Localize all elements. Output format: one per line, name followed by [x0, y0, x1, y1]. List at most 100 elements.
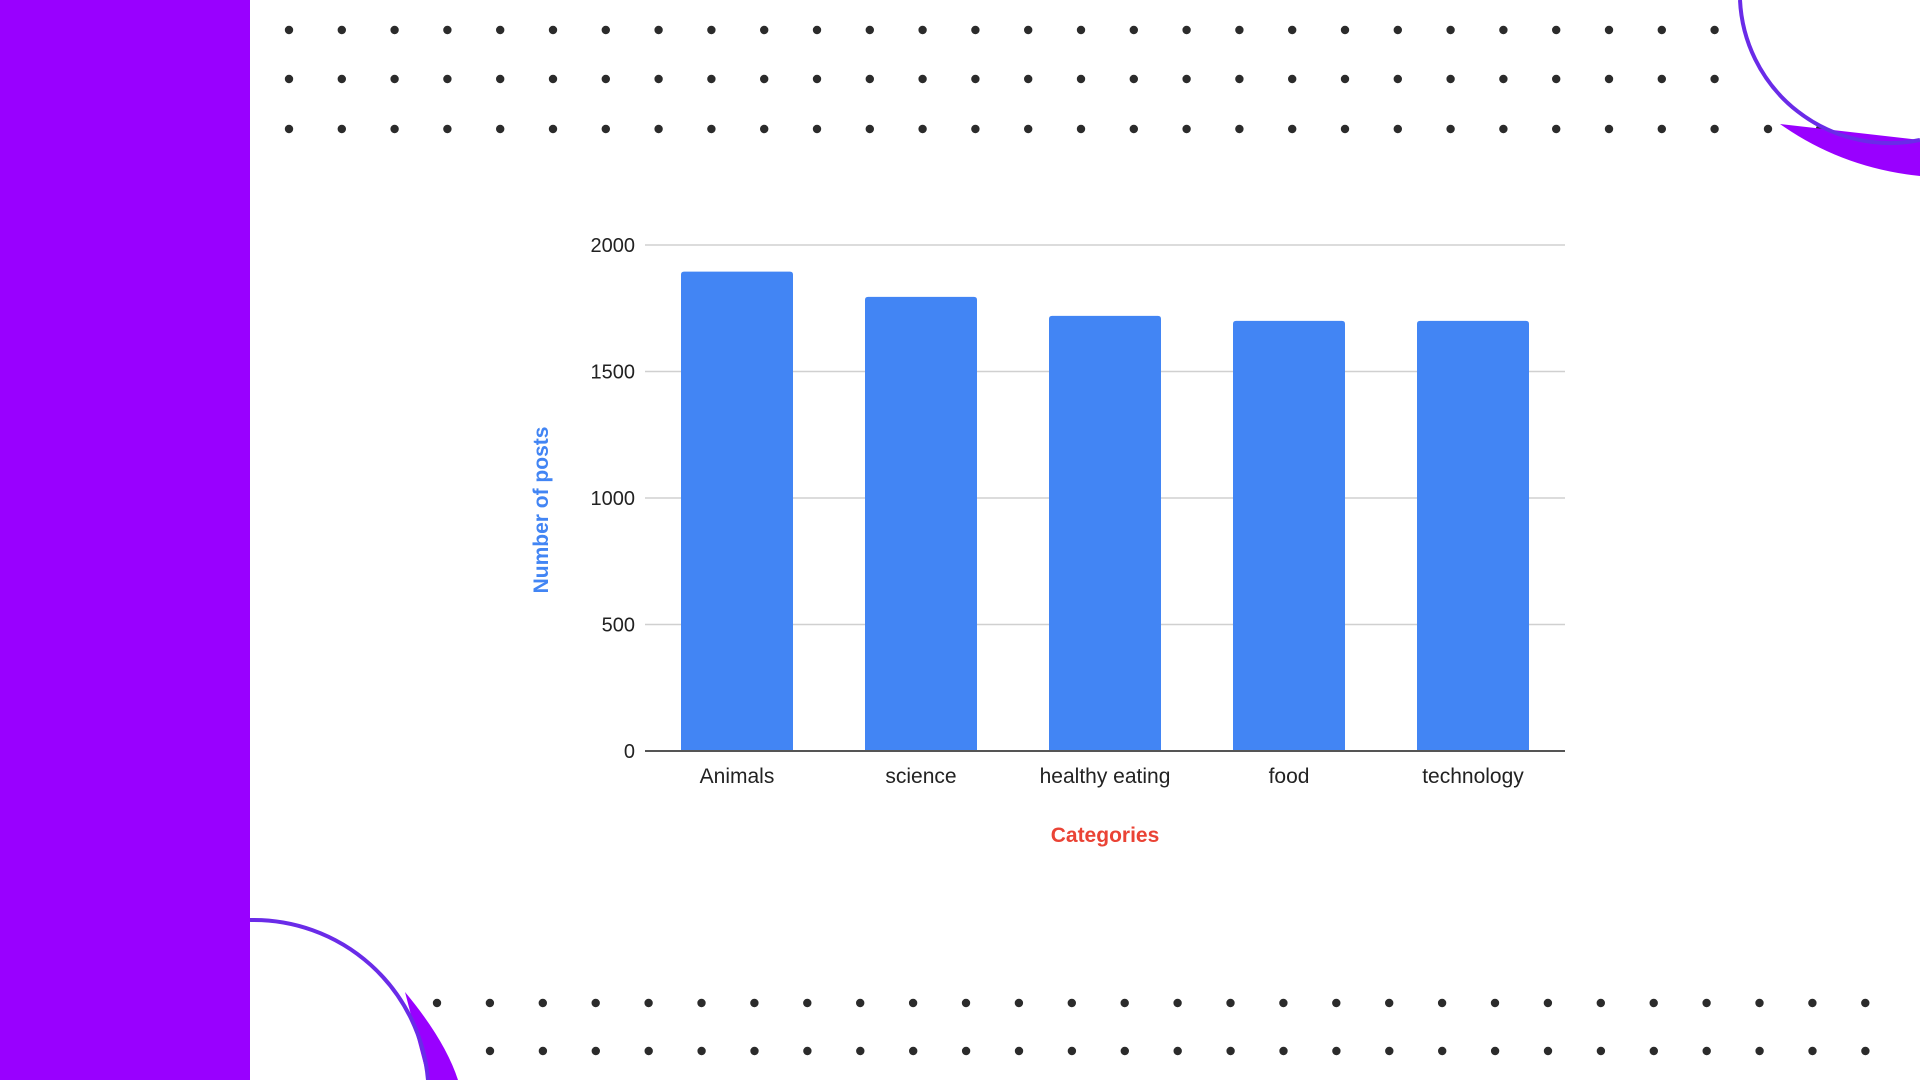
decor-dot [1014, 1046, 1024, 1056]
decor-dot [443, 25, 452, 35]
decor-dot [1710, 25, 1719, 35]
decor-dot [654, 124, 663, 134]
y-tick-label: 1500 [591, 362, 636, 384]
decor-dot [654, 74, 663, 84]
decor-dot [1288, 124, 1297, 134]
decor-dot [803, 1046, 812, 1056]
decor-dot [1861, 1046, 1870, 1056]
decor-dot [1385, 1046, 1394, 1056]
decor-dot [760, 74, 769, 84]
decor-dot [1288, 25, 1297, 35]
x-tick-labels: Animals science healthy eating food technolo… [700, 765, 1525, 788]
decor-dot [1763, 124, 1773, 134]
y-tick-label: 1000 [591, 488, 636, 510]
decor-dot [443, 124, 452, 134]
decor-dot [337, 124, 346, 134]
decor-dot [1657, 25, 1667, 35]
decor-dot [1120, 1046, 1130, 1056]
decor-dot [1710, 74, 1719, 84]
decor-dot [496, 74, 505, 84]
decor-dot [1235, 124, 1244, 134]
decor-dot [1173, 1046, 1182, 1056]
decor-dot [538, 998, 547, 1008]
decor-dot [1437, 998, 1447, 1008]
decor-dot [697, 998, 706, 1008]
decor-dot [1014, 998, 1024, 1008]
bar [681, 271, 793, 751]
decor-dot [865, 74, 874, 84]
decor-dot [971, 74, 980, 84]
decor-dot [1129, 124, 1139, 134]
decor-dot [918, 25, 927, 35]
bars [681, 271, 1529, 751]
decor-dot [707, 74, 716, 84]
decor-dot [1076, 124, 1086, 134]
decor-dot [1332, 998, 1341, 1008]
decor-dot [1543, 998, 1553, 1008]
decor-dot [1067, 1046, 1077, 1056]
decor-dot [1657, 124, 1667, 134]
decor-dot [1182, 124, 1191, 134]
decor-dot [1288, 74, 1297, 84]
decor-dot [971, 124, 980, 134]
decor-dot [644, 1046, 653, 1056]
decor-dot [1340, 25, 1350, 35]
dot-pattern-bottom [432, 998, 1870, 1056]
decor-dot [1226, 998, 1235, 1008]
decor-dot [909, 1046, 918, 1056]
decor-dot [601, 74, 610, 84]
decor-dot [284, 124, 294, 134]
decor-dot [1067, 998, 1077, 1008]
decor-dot [1332, 1046, 1341, 1056]
decor-dot [803, 998, 812, 1008]
decor-dot [971, 25, 980, 35]
decor-dot [1596, 998, 1606, 1008]
decor-dot [1755, 998, 1764, 1008]
decor-dot [1235, 25, 1244, 35]
decor-dot [865, 25, 874, 35]
decor-dot [548, 74, 558, 84]
decor-dot [1279, 998, 1288, 1008]
decor-dot [750, 998, 759, 1008]
decor-dot [760, 25, 769, 35]
decor-dot [707, 25, 716, 35]
decor-dot [1393, 74, 1403, 84]
decor-dot [1657, 74, 1667, 84]
decor-dot [1499, 124, 1508, 134]
decor-dot [390, 74, 399, 84]
corner-circle-top-right [1738, 0, 1920, 146]
y-tick-label: 0 [624, 741, 635, 763]
decor-dot [856, 998, 865, 1008]
decor-dot [538, 1046, 548, 1056]
x-tick-label: food [1269, 765, 1310, 788]
decor-dot [1438, 1046, 1447, 1056]
decor-dot [1755, 1046, 1764, 1056]
decor-dot [1552, 124, 1561, 134]
decor-dot [1226, 1046, 1235, 1056]
decor-dot [485, 998, 495, 1008]
decor-dot [1173, 998, 1182, 1008]
decor-dot [485, 1046, 495, 1056]
decor-dot [1076, 74, 1086, 84]
decor-dot [1129, 74, 1139, 84]
decor-dot [548, 124, 558, 134]
decor-dot [918, 74, 927, 84]
decor-dot [1393, 25, 1403, 35]
decor-dot [908, 998, 918, 1008]
decor-dot [1552, 25, 1561, 35]
y-tick-labels: 0 500 1000 1500 2000 [591, 235, 636, 763]
decor-dot [812, 74, 822, 84]
decor-dot [697, 1046, 706, 1056]
corner-circle-bottom-left [249, 917, 430, 1080]
decor-dot [390, 25, 399, 35]
decor-dot [1340, 124, 1350, 134]
decor-dot [1279, 1046, 1288, 1056]
decor-dot [496, 25, 505, 35]
decor-dot [443, 74, 452, 84]
decor-dot [390, 124, 399, 134]
decor-dot [865, 124, 874, 134]
decor-dot [432, 998, 442, 1008]
decor-dot [496, 124, 505, 134]
decor-dot [1182, 25, 1191, 35]
